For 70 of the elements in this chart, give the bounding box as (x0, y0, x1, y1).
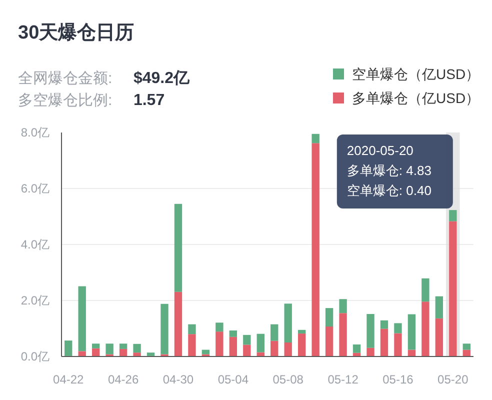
bar (325, 308, 334, 327)
y-tick-label: 4.0亿 (20, 238, 50, 252)
bar (339, 313, 347, 356)
bar (78, 351, 86, 356)
annotation: 2020-05-20 多单爆仓: 4.83 空单爆仓: 0.40 (346, 143, 432, 198)
x-tick-label: 04-22 (53, 372, 84, 386)
bar (256, 334, 264, 352)
bar (394, 333, 402, 356)
bar (92, 348, 100, 356)
bar (312, 143, 320, 356)
bar (312, 134, 320, 144)
bar (462, 344, 470, 350)
bar (449, 210, 457, 222)
bar (229, 330, 238, 337)
x-tick-label: 05-04 (218, 372, 249, 386)
legend-label: 多单爆仓（亿USD） (352, 90, 480, 106)
bar (298, 330, 306, 334)
y-tick-label: 6.0亿 (20, 182, 50, 196)
bar (174, 204, 182, 292)
bar (119, 348, 128, 356)
bar (188, 324, 196, 334)
bar (339, 299, 347, 314)
bar (146, 352, 155, 356)
bar (188, 334, 196, 356)
bar (78, 286, 86, 352)
bar (270, 324, 278, 341)
bar (270, 340, 278, 356)
bar (284, 304, 292, 342)
bar (366, 348, 374, 356)
bar (284, 342, 292, 356)
bar (202, 350, 210, 354)
bar (106, 344, 114, 354)
bar (216, 332, 224, 356)
y-tick-label: 2.0亿 (20, 294, 50, 308)
bar (408, 314, 416, 350)
bar (64, 340, 72, 356)
x-tick-label: 04-26 (108, 372, 139, 386)
bar (133, 344, 141, 353)
bar (352, 344, 361, 353)
x-tick-label: 05-12 (328, 372, 359, 386)
bar (216, 322, 224, 332)
x-tick-label: 05-08 (272, 372, 304, 386)
bar (435, 296, 444, 318)
bar (325, 326, 334, 356)
bar (160, 304, 168, 354)
bar (298, 334, 306, 356)
bar (229, 336, 238, 356)
bar (243, 334, 251, 345)
x-tick-label: 05-20 (438, 372, 469, 386)
bar (449, 221, 457, 356)
bar (422, 302, 430, 356)
bar (133, 352, 141, 356)
x-tick-label: 04-30 (162, 372, 194, 386)
bar (380, 320, 388, 329)
x-tick-label: 05-16 (382, 372, 414, 386)
bar (366, 314, 374, 348)
chart-title: 30天爆仓日历 (18, 22, 134, 44)
bar (422, 278, 430, 302)
text: 多空爆仓比例: 1.57 (18, 92, 165, 108)
legend-label: 空单爆仓（亿USD） (352, 66, 480, 82)
y-tick-label: 8.0亿 (20, 126, 50, 140)
bar (243, 344, 251, 356)
bar (380, 328, 388, 356)
text: 全网爆仓金额: $49.2亿 (18, 70, 190, 86)
bar (394, 323, 402, 334)
bar (435, 318, 444, 356)
bar (119, 344, 128, 349)
bar (174, 292, 182, 356)
bar (92, 344, 100, 348)
y-tick-label: 0.0亿 (20, 350, 50, 364)
